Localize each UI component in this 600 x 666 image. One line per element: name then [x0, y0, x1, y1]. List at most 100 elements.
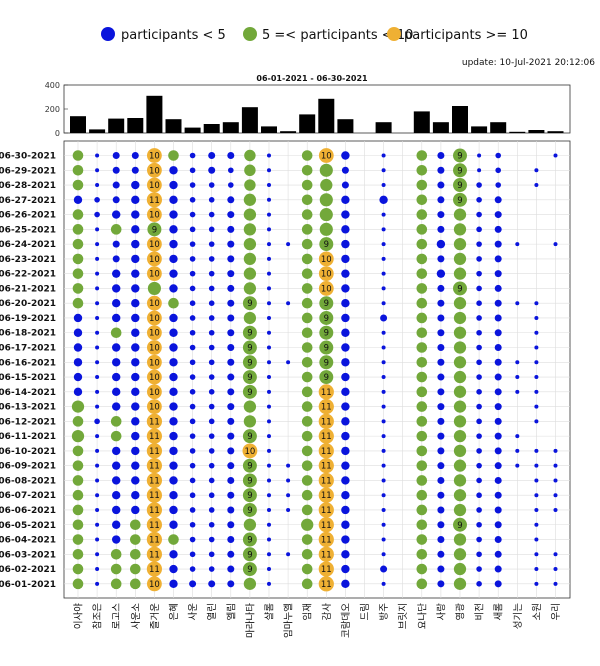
bubble [476, 551, 482, 558]
bubble [341, 269, 350, 278]
bubble [131, 328, 140, 337]
bubble [437, 491, 445, 499]
bubble [436, 269, 446, 278]
bubble-label: 11 [149, 550, 160, 560]
bubble [553, 153, 558, 158]
bubble-label: 9 [247, 476, 252, 486]
bubble [244, 179, 256, 191]
bubble [169, 461, 178, 470]
bubble [267, 389, 271, 394]
bubble [318, 458, 334, 474]
bubble [341, 564, 350, 574]
date-label: 06-15-2021 [0, 373, 56, 383]
bubble [534, 389, 539, 394]
bubble [147, 576, 162, 592]
bubble [208, 270, 215, 277]
bubble [453, 192, 467, 207]
bar-y-tick-label: 400 [45, 81, 60, 90]
bubble [381, 404, 386, 409]
channel-label: 새롬 [494, 603, 505, 621]
bubble [130, 519, 141, 531]
date-label: 06-28-2021 [0, 181, 56, 191]
bubble [534, 315, 539, 320]
bubble [453, 252, 467, 266]
bubble [381, 463, 386, 468]
bubble [169, 387, 178, 397]
bubble [227, 196, 235, 204]
bubble [112, 152, 120, 159]
bubble [320, 178, 333, 192]
bubble [301, 475, 313, 486]
bubble [112, 299, 121, 308]
bubble [147, 177, 162, 193]
bubble [72, 578, 84, 590]
bubble [318, 428, 334, 444]
bubble [381, 552, 386, 557]
bubble [169, 313, 178, 323]
bubble [95, 168, 100, 173]
bubble-label: 9 [324, 344, 329, 354]
bubble [95, 522, 100, 527]
bubble [494, 211, 502, 219]
bubble [416, 224, 428, 235]
bubble [189, 551, 196, 558]
bubble [319, 208, 333, 222]
bubble-label: 9 [324, 240, 329, 250]
bubble-label: 9 [457, 166, 462, 176]
bubble [341, 328, 350, 337]
bubble [381, 212, 386, 217]
bubble [73, 343, 83, 352]
bubble [112, 343, 121, 352]
bubble [476, 477, 482, 484]
bubble [95, 375, 100, 380]
bubble [494, 344, 502, 352]
bubble [494, 255, 502, 263]
bubble [494, 314, 502, 322]
channel-label: 감사 [321, 603, 333, 621]
bubble [494, 536, 502, 544]
bubble [494, 284, 502, 292]
bubble [453, 356, 467, 369]
bubble [73, 372, 83, 382]
bubble [242, 458, 257, 473]
channel-label: 이사야 [74, 603, 85, 629]
bubble [146, 517, 162, 533]
bubble [301, 164, 313, 176]
bubble [476, 448, 482, 454]
bubble-label: 11 [321, 432, 332, 442]
date-label: 06-17-2021 [0, 344, 56, 354]
bubble-label: 11 [149, 536, 160, 546]
bubble [110, 430, 122, 442]
bubble-label: 9 [247, 358, 252, 368]
bubble [515, 375, 520, 380]
bubble [341, 239, 350, 249]
bubble [72, 209, 84, 220]
bubble [476, 566, 482, 572]
bubble [341, 254, 350, 264]
bubble [95, 183, 100, 188]
bubble [169, 431, 178, 441]
bubble [147, 251, 162, 267]
bubble [169, 210, 178, 219]
bubble-label: 9 [324, 314, 329, 324]
bubble [416, 460, 428, 471]
bubble [227, 373, 235, 381]
bubble [477, 168, 482, 173]
bubble [95, 153, 100, 158]
bubble-label: 11 [321, 447, 332, 457]
bubble-label: 10 [149, 580, 160, 590]
bubble [208, 211, 215, 218]
bubble [453, 429, 467, 443]
bubble [381, 478, 386, 483]
bubble [72, 475, 84, 486]
bubble [437, 255, 445, 263]
bubble-label: 9 [247, 432, 252, 442]
bubble [494, 373, 502, 381]
bubble [534, 537, 539, 542]
bubble [318, 398, 334, 415]
bubble [131, 491, 140, 500]
bubble [147, 162, 162, 178]
bubble [318, 502, 334, 518]
bar [261, 126, 277, 133]
bubble [95, 389, 100, 394]
